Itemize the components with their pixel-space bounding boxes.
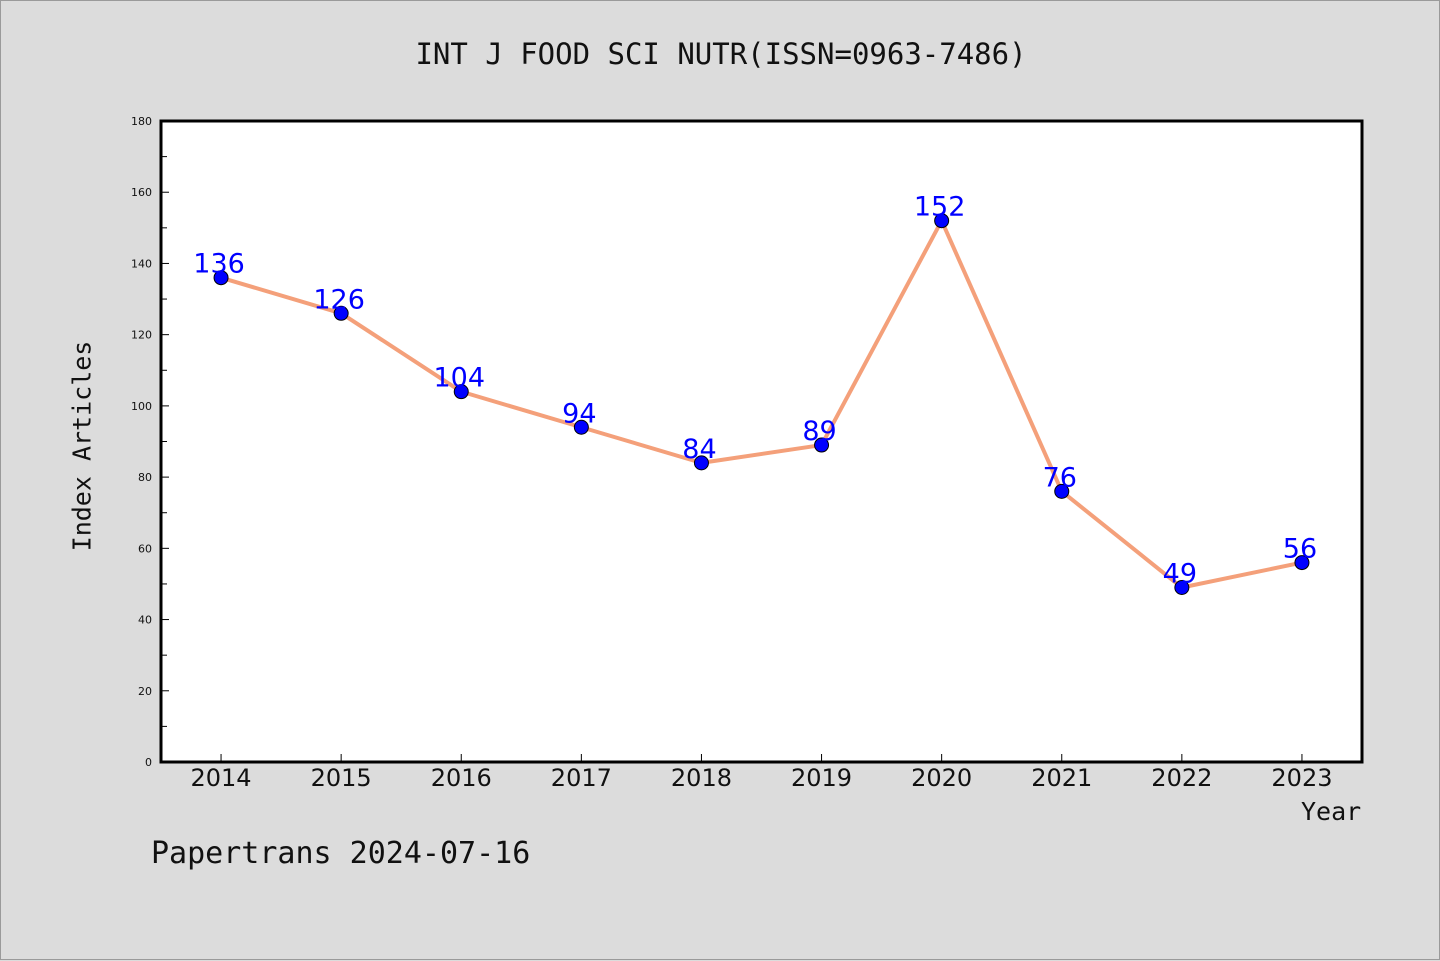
axis-ticks: 0 20 40 60 80 100 120 140 160 180 2014 2015 2016 2017… (131, 115, 1332, 792)
data-label: 152 (914, 192, 966, 223)
y-tick-label: 40 (138, 614, 152, 627)
data-point (333, 305, 349, 321)
y-tick-label: 160 (131, 186, 152, 199)
y-tick-label: 100 (131, 400, 152, 413)
data-point (814, 437, 830, 453)
data-point (1294, 555, 1310, 571)
plot-area (159, 119, 1364, 764)
data-label: 94 (562, 398, 596, 429)
x-tick-label: 2015 (311, 764, 372, 792)
y-tick-label: 20 (138, 685, 152, 698)
x-tick-label: 2022 (1151, 764, 1212, 792)
footer-watermark: Papertrans 2024-07-16 (151, 836, 531, 871)
x-tick-label: 2014 (191, 764, 252, 792)
data-label: 56 (1283, 534, 1317, 565)
y-tick-label: 60 (138, 542, 152, 555)
data-label: 89 (802, 416, 836, 447)
data-label: 104 (433, 363, 485, 394)
y-tick-label: 180 (131, 115, 152, 128)
x-tick-label: 2019 (791, 764, 852, 792)
y-tick-label: 140 (131, 257, 152, 270)
data-point (453, 384, 469, 400)
data-label: 49 (1163, 559, 1197, 590)
x-tick-label: 2023 (1271, 764, 1332, 792)
x-tick-label: 2020 (911, 764, 972, 792)
data-label: 84 (682, 434, 716, 465)
data-point (1054, 483, 1070, 499)
y-tick-label: 120 (131, 329, 152, 342)
x-axis-label: Year (1301, 797, 1362, 826)
data-point (934, 213, 950, 229)
data-label: 126 (313, 284, 365, 315)
x-tick-label: 2016 (431, 764, 492, 792)
data-point (573, 419, 589, 435)
data-label: 136 (193, 249, 245, 280)
data-label: 76 (1043, 462, 1077, 493)
y-tick-label: 80 (138, 471, 152, 484)
y-tick-label: 0 (145, 756, 152, 769)
data-point (693, 455, 709, 471)
x-tick-label: 2017 (551, 764, 612, 792)
series-group: 136 126 104 94 84 89 152 76 49 56 (193, 192, 1317, 596)
x-tick-label: 2021 (1031, 764, 1092, 792)
data-point (1174, 580, 1190, 596)
chart-title: INT J FOOD SCI NUTR(ISSN=0963-7486) (415, 37, 1027, 71)
series-line (220, 218, 1303, 590)
x-tick-label: 2018 (671, 764, 732, 792)
data-point (213, 270, 229, 286)
